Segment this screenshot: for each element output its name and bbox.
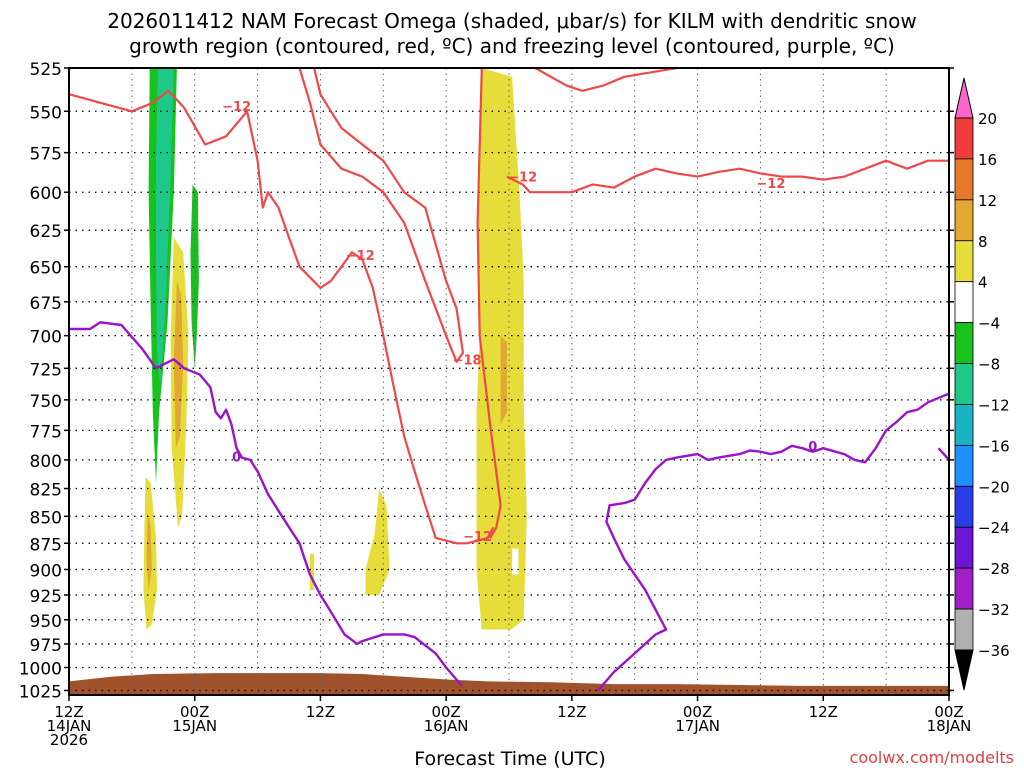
omega-region-10 [310,553,315,590]
y-axis: 525 550 575 600 625 650 675 700 725 750 775 800 825 8… [19,60,954,702]
colorbar-segment-7 [954,363,974,405]
y-tick-label-1000: 1000 [19,659,62,679]
dgz-contour-2 [476,67,502,539]
y-tick-label-700: 700 [30,328,62,348]
y-tick-label-800: 800 [30,452,62,472]
colorbar-legend: 20 16 12 8 4 −4 −8 −12 −16 −20 −24 −28 −32 −36 [954,77,1010,691]
colorbar-segment-11 [954,526,974,569]
y-tick-label-950: 950 [30,612,62,632]
credit-text: coolwx.com/modelts [850,748,1014,767]
y-tick-label-825: 825 [30,481,62,501]
contours [68,66,950,692]
omega-gap [512,548,519,575]
omega-region-9 [500,335,507,425]
dgz-label-3: −12 [756,177,785,192]
omega-region-7 [365,488,390,595]
x-tick-label-5-0: 00Z [683,703,712,721]
omega-region-1 [156,68,174,388]
colorbar-segment-3 [954,199,974,242]
y-tick-label-600: 600 [30,184,62,204]
colorbar-label-9: −20 [978,478,1010,496]
x-tick-label-3-1: 16JAN [424,717,469,735]
omega-region-6 [146,510,152,590]
chart-title: 2026011412 NAM Forecast Omega (shaded, μ… [107,9,916,33]
colorbar-label-8: −16 [978,437,1010,455]
colorbar-segment-4 [954,240,974,283]
y-tick-label-725: 725 [30,360,62,380]
colorbar-segment-2 [954,158,974,201]
colorbar-segment-8 [954,404,974,446]
y-tick-label-575: 575 [30,145,62,165]
x-tick-label-2-0: 12Z [306,703,335,721]
colorbar-label-11: −28 [978,560,1010,578]
colorbar-label-2: 12 [978,192,997,210]
colorbar-segment-12 [954,567,974,610]
freezing-label-1: 0 [808,440,817,455]
dgz-label-2: −12 [508,171,537,186]
x-tick-label-3-0: 00Z [431,703,460,721]
x-tick-label-0-1: 14JAN [47,717,92,735]
plot-frame [68,67,950,696]
x-tick-label-7-0: 00Z [934,703,963,721]
colorbar-top-cap [954,77,974,119]
y-tick-label-975: 975 [30,636,62,656]
x-tick-label-7-1: 18JAN [927,717,972,735]
y-tick-label-775: 775 [30,422,62,442]
colorbar-label-6: −8 [978,356,1000,374]
dgz-contour-0 [68,89,495,545]
colorbar-label-10: −24 [978,519,1010,537]
colorbar-label-3: 8 [978,233,988,251]
colorbar-label-5: −4 [978,315,1000,333]
y-tick-label-925: 925 [30,587,62,607]
y-tick-label-525: 525 [30,60,62,80]
colorbar-segment-10 [954,485,974,528]
y-tick-label-625: 625 [30,222,62,242]
dgz-contour-3 [506,159,949,194]
y-tick-label-650: 650 [30,259,62,279]
colorbar-label-1: 16 [978,151,997,169]
x-tick-label-0-2: 2026 [50,731,88,749]
dgz-contour-1 [298,67,464,363]
colorbar-segment-1 [954,117,974,160]
freezing-level-contour-2 [937,447,950,461]
colorbar-segment-13 [954,608,974,651]
colorbar-label-4: 4 [978,274,988,292]
freezing-level-contour-1 [597,392,950,692]
colorbar-label-12: −32 [978,601,1010,619]
y-tick-label-750: 750 [30,392,62,412]
colorbar-segment-6 [954,322,974,364]
colorbar-label-7: −12 [978,396,1010,414]
colorbar-segment-5 [954,281,974,324]
colorbar-label-0: 20 [978,110,997,128]
y-tick-label-675: 675 [30,294,62,314]
x-axis-label: Forecast Time (UTC) [414,748,605,768]
dgz-label-4: −18 [453,353,482,368]
dgz-contour-4 [534,66,677,92]
y-tick-label-850: 850 [30,508,62,528]
y-tick-label-550: 550 [30,103,62,123]
dgz-label-1: −12 [346,249,375,264]
freezing-label-0: 0 [232,450,241,465]
x-tick-label-5-1: 17JAN [675,717,720,735]
colorbar-label-13: −36 [978,642,1010,660]
colorbar-bottom-cap [954,649,974,691]
x-tick-label-6-0: 12Z [809,703,838,721]
y-tick-label-875: 875 [30,535,62,555]
contour-labels: −12 −12 −12 −12 −18 −12 0 0 [222,100,817,545]
x-tick-label-0-0: 12Z [54,703,83,721]
dgz-label-0: −12 [222,100,251,115]
y-tick-label-900: 900 [30,561,62,581]
x-tick-label-4-0: 12Z [557,703,586,721]
x-tick-label-1-1: 15JAN [172,717,217,735]
freezing-level-contour-0 [69,321,463,687]
y-tick-label-1025: 1025 [19,682,62,702]
colorbar-segment-9 [954,444,974,487]
chart-subtitle: growth region (contoured, red, ºC) and f… [129,34,895,58]
dgz-label-5: −12 [463,530,492,545]
x-tick-label-1-0: 00Z [180,703,209,721]
